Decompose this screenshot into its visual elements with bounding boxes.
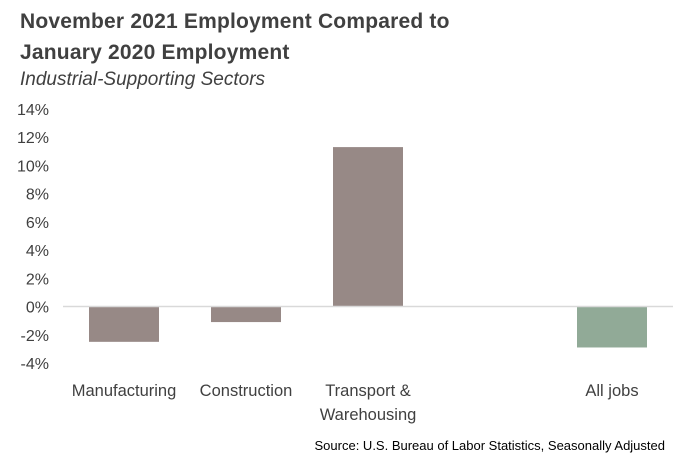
y-tick-label: 8% — [26, 187, 49, 204]
x-tick-label: Manufacturing — [72, 382, 177, 400]
source-note: Source: U.S. Bureau of Labor Statistics,… — [314, 438, 665, 453]
y-tick-label: 12% — [17, 130, 49, 147]
y-tick-label: -2% — [21, 328, 49, 345]
chart-title-line-2: January 2020 Employment — [20, 41, 290, 64]
y-tick-label: 2% — [26, 271, 49, 288]
y-tick-label: 0% — [26, 300, 49, 317]
bar — [211, 306, 281, 323]
x-tick-label: Construction — [200, 382, 293, 400]
y-tick-label: -4% — [21, 356, 49, 373]
y-tick-label: 10% — [17, 158, 49, 175]
bar — [333, 147, 403, 307]
x-tick-label: Transport & — [325, 382, 411, 400]
chart-title: November 2021 Employment Compared to Jan… — [20, 6, 450, 68]
x-tick-label: Warehousing — [320, 406, 417, 424]
chart-subtitle: Industrial-Supporting Sectors — [20, 69, 266, 90]
bar — [577, 306, 647, 348]
bar — [89, 306, 159, 342]
chart-title-line-1: November 2021 Employment Compared to — [20, 10, 450, 33]
y-tick-label: 4% — [26, 243, 49, 260]
y-tick-label: 6% — [26, 215, 49, 232]
y-tick-label: 14% — [17, 102, 49, 119]
x-tick-label: All jobs — [585, 382, 638, 400]
